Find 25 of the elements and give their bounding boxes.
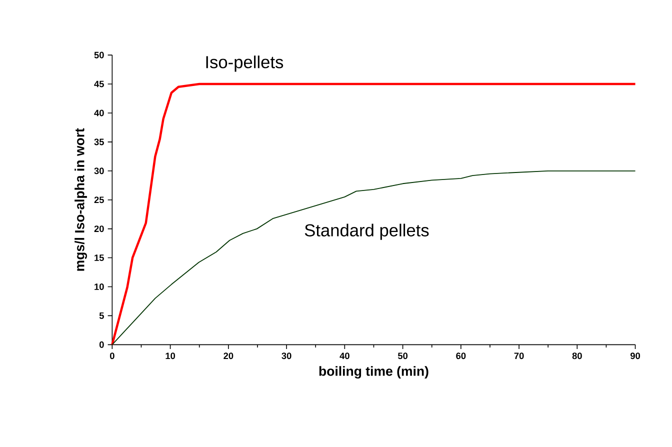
y-tick-label: 15 [94,254,104,262]
y-tick-label: 40 [94,110,104,116]
y-axis-title: mgs/l Iso-alpha in wort [74,128,88,271]
x-tick-label: 80 [572,352,582,360]
x-tick-label: 10 [166,352,176,360]
x-tick-label: 60 [456,352,466,360]
y-tick-label: 0 [99,342,104,348]
y-tick-label: 35 [94,138,104,146]
x-tick-label: 50 [398,352,408,360]
y-tick-label: 5 [99,312,104,320]
x-tick-label: 70 [514,352,524,360]
x-tick-label: 40 [340,352,350,360]
x-tick-label: 90 [630,352,640,360]
y-tick-label: 25 [94,196,104,204]
y-tick-label: 20 [94,226,104,232]
series-label: Standard pellets [304,224,429,240]
y-tick-label: 30 [94,168,104,174]
series-label: Iso-pellets [206,56,284,72]
x-tick-label: 0 [110,352,114,360]
x-tick-label: 30 [282,352,292,360]
x-tick-label: 20 [224,352,234,360]
x-axis-title: boiling time (min) [319,366,428,379]
y-tick-label: 10 [94,284,104,290]
y-tick-label: 45 [94,81,104,88]
y-tick-label: 50 [94,52,104,59]
